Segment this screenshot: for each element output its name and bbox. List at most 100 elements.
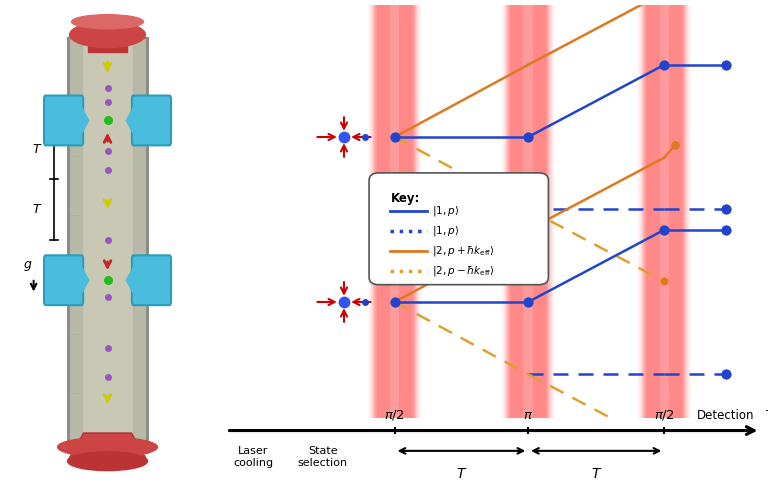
- Bar: [641, 1, 687, 422]
- Bar: [511, 1, 546, 422]
- Point: [720, 205, 732, 213]
- Bar: [637, 1, 692, 422]
- Point: [389, 133, 401, 141]
- Bar: [366, 1, 424, 422]
- Bar: [506, 1, 550, 422]
- Bar: [368, 1, 422, 422]
- Polygon shape: [125, 104, 134, 137]
- Bar: [512, 1, 544, 422]
- Bar: [636, 1, 693, 422]
- Bar: [382, 1, 407, 422]
- Text: State
selection: State selection: [297, 446, 348, 468]
- FancyBboxPatch shape: [369, 173, 548, 284]
- Bar: [512, 1, 545, 422]
- Bar: [660, 1, 669, 422]
- Bar: [372, 1, 417, 422]
- Bar: [647, 1, 681, 422]
- Polygon shape: [81, 264, 90, 296]
- Bar: [500, 1, 557, 422]
- Text: Laser
cooling: Laser cooling: [233, 446, 273, 468]
- Bar: [505, 1, 552, 422]
- Bar: [638, 1, 690, 422]
- Bar: [640, 1, 689, 422]
- Text: Time: Time: [766, 409, 768, 422]
- Text: $|2,p-\hbar k_\mathrm{eff}\rangle$: $|2,p-\hbar k_\mathrm{eff}\rangle$: [432, 264, 495, 278]
- Text: Detection: Detection: [697, 409, 754, 422]
- Bar: [381, 1, 409, 422]
- Bar: [649, 1, 680, 422]
- Bar: [516, 1, 540, 422]
- Ellipse shape: [68, 452, 147, 470]
- Bar: [641, 1, 687, 422]
- Point: [522, 133, 535, 141]
- Bar: [502, 1, 554, 422]
- Bar: [383, 1, 406, 422]
- Bar: [508, 1, 549, 422]
- Bar: [366, 1, 422, 422]
- Bar: [646, 1, 683, 422]
- Bar: [503, 1, 553, 422]
- Bar: [508, 1, 548, 422]
- Bar: [515, 1, 541, 422]
- Bar: [648, 1, 680, 422]
- Text: $T$: $T$: [591, 467, 602, 481]
- Point: [522, 298, 535, 306]
- Bar: [644, 1, 684, 422]
- Bar: [379, 1, 410, 422]
- Bar: [641, 1, 688, 422]
- Bar: [390, 1, 399, 422]
- Text: $|2,p+\hbar k_\mathrm{eff}\rangle$: $|2,p+\hbar k_\mathrm{eff}\rangle$: [432, 244, 495, 258]
- Text: Key:: Key:: [390, 192, 420, 205]
- Bar: [507, 1, 549, 422]
- Bar: [646, 1, 682, 422]
- FancyBboxPatch shape: [132, 96, 171, 146]
- Point: [389, 298, 401, 306]
- Bar: [637, 1, 691, 422]
- Bar: [379, 1, 411, 422]
- Bar: [650, 1, 678, 422]
- Bar: [642, 1, 687, 422]
- Bar: [651, 1, 677, 422]
- Bar: [513, 1, 543, 422]
- Text: $T$: $T$: [32, 203, 43, 216]
- Bar: [516, 1, 541, 422]
- Bar: [635, 1, 694, 422]
- Bar: [504, 1, 552, 422]
- Bar: [366, 1, 424, 422]
- Bar: [366, 1, 423, 422]
- Point: [720, 370, 732, 378]
- Bar: [650, 1, 679, 422]
- Bar: [649, 1, 679, 422]
- Ellipse shape: [71, 14, 144, 29]
- Bar: [510, 1, 547, 422]
- Text: $|1,p\rangle$: $|1,p\rangle$: [432, 204, 459, 218]
- Bar: [373, 1, 416, 422]
- Polygon shape: [81, 104, 90, 137]
- Bar: [371, 1, 419, 422]
- Bar: [499, 1, 557, 422]
- Bar: [510, 1, 546, 422]
- Bar: [647, 1, 681, 422]
- Text: $\pi/2$: $\pi/2$: [384, 408, 406, 422]
- Bar: [638, 1, 690, 422]
- Bar: [641, 1, 687, 422]
- Bar: [652, 1, 677, 422]
- Bar: [380, 1, 409, 422]
- Ellipse shape: [70, 22, 145, 48]
- Bar: [505, 1, 551, 422]
- Bar: [515, 1, 541, 422]
- Bar: [509, 1, 547, 422]
- Bar: [369, 1, 421, 422]
- Bar: [382, 1, 407, 422]
- Polygon shape: [125, 264, 134, 296]
- Bar: [379, 1, 411, 422]
- Bar: [637, 1, 691, 422]
- Point: [669, 141, 681, 149]
- Bar: [501, 1, 555, 422]
- FancyBboxPatch shape: [44, 256, 83, 305]
- Bar: [640, 1, 689, 422]
- Bar: [68, 38, 147, 452]
- Polygon shape: [68, 433, 147, 461]
- Bar: [505, 1, 551, 422]
- Bar: [503, 1, 554, 422]
